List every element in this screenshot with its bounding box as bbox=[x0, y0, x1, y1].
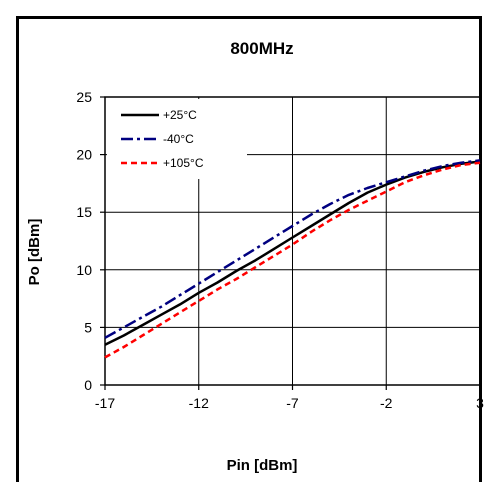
y-axis-label: Po [dBm] bbox=[26, 219, 43, 286]
x-tick-label: -12 bbox=[189, 395, 209, 411]
chart-frame: 800MHz -17 -12 -7 -2 3 0 5 10 15 20 25 +25°C -40°C… bbox=[16, 16, 484, 482]
x-tick-label: -17 bbox=[95, 395, 115, 411]
y-tick-label: 25 bbox=[76, 89, 92, 105]
y-tick-label: 5 bbox=[84, 319, 92, 335]
y-axis-ticks: 0 5 10 15 20 25 bbox=[76, 89, 105, 393]
y-tick-label: 10 bbox=[76, 262, 92, 278]
y-tick-label: 15 bbox=[76, 204, 92, 220]
legend-label: +25°C bbox=[163, 108, 197, 122]
series-lines bbox=[104, 159, 481, 359]
x-axis-ticks: -17 -12 -7 -2 3 bbox=[95, 385, 484, 411]
y-tick-label: 20 bbox=[76, 147, 92, 163]
series-line-2 bbox=[104, 161, 481, 359]
legend: +25°C -40°C +105°C bbox=[107, 99, 247, 179]
x-tick-label: 3 bbox=[476, 395, 484, 411]
chart-title: 800MHz bbox=[230, 39, 293, 58]
x-tick-label: -7 bbox=[286, 395, 299, 411]
line-chart: 800MHz -17 -12 -7 -2 3 0 5 10 15 20 25 +25°C -40°C… bbox=[26, 39, 484, 474]
legend-label: +105°C bbox=[163, 156, 204, 170]
x-axis-label: Pin [dBm] bbox=[227, 457, 298, 474]
x-tick-label: -2 bbox=[380, 395, 393, 411]
series-line-1 bbox=[104, 159, 481, 339]
legend-label: -40°C bbox=[163, 132, 194, 146]
y-tick-label: 0 bbox=[84, 377, 92, 393]
